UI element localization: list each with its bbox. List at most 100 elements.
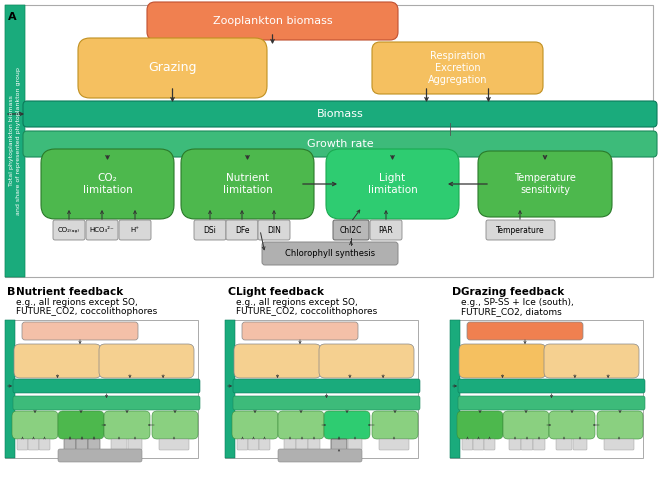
Text: PAR: PAR <box>379 225 393 235</box>
FancyBboxPatch shape <box>604 439 634 450</box>
Text: Grazing feedback: Grazing feedback <box>461 287 564 297</box>
FancyBboxPatch shape <box>278 411 324 439</box>
Text: e.g., all regions except SO,: e.g., all regions except SO, <box>16 298 138 307</box>
Text: e.g., SP-SS + Ice (south),: e.g., SP-SS + Ice (south), <box>461 298 574 307</box>
FancyBboxPatch shape <box>14 344 101 378</box>
Text: DIN: DIN <box>267 225 281 235</box>
FancyBboxPatch shape <box>232 411 278 439</box>
FancyBboxPatch shape <box>533 439 545 450</box>
FancyBboxPatch shape <box>457 411 503 439</box>
Text: FUTURE_CO2, coccolithophores: FUTURE_CO2, coccolithophores <box>236 307 377 316</box>
Text: Growth rate: Growth rate <box>306 139 373 149</box>
FancyBboxPatch shape <box>13 379 200 393</box>
FancyBboxPatch shape <box>333 220 369 240</box>
Text: D: D <box>452 287 461 297</box>
FancyBboxPatch shape <box>119 220 151 240</box>
Text: CO₂₍ₐᵩ₎: CO₂₍ₐᵩ₎ <box>58 227 80 233</box>
Text: Biomass: Biomass <box>316 109 363 119</box>
Text: Zooplankton biomass: Zooplankton biomass <box>213 16 332 26</box>
FancyBboxPatch shape <box>248 439 259 450</box>
Text: Chlorophyll synthesis: Chlorophyll synthesis <box>285 249 375 258</box>
FancyBboxPatch shape <box>486 220 555 240</box>
FancyBboxPatch shape <box>556 439 572 450</box>
Text: FUTURE_CO2, coccolithophores: FUTURE_CO2, coccolithophores <box>16 307 158 316</box>
FancyBboxPatch shape <box>159 439 189 450</box>
FancyBboxPatch shape <box>111 439 127 450</box>
FancyBboxPatch shape <box>473 439 484 450</box>
FancyBboxPatch shape <box>549 411 595 439</box>
Text: Nutrient feedback: Nutrient feedback <box>16 287 123 297</box>
FancyBboxPatch shape <box>233 379 420 393</box>
FancyBboxPatch shape <box>147 2 398 40</box>
FancyBboxPatch shape <box>181 149 314 219</box>
FancyBboxPatch shape <box>458 396 645 410</box>
FancyBboxPatch shape <box>348 439 362 450</box>
FancyBboxPatch shape <box>78 38 267 98</box>
Text: H⁺: H⁺ <box>130 227 140 233</box>
FancyBboxPatch shape <box>372 411 418 439</box>
Text: HCO₃²⁻: HCO₃²⁻ <box>90 227 115 233</box>
FancyBboxPatch shape <box>372 42 543 94</box>
Text: Total phytoplankton biomass
and share of represented phytoplankton group: Total phytoplankton biomass and share of… <box>9 67 20 215</box>
FancyBboxPatch shape <box>13 396 200 410</box>
FancyBboxPatch shape <box>23 101 657 127</box>
FancyBboxPatch shape <box>225 320 235 458</box>
FancyBboxPatch shape <box>41 149 174 219</box>
FancyBboxPatch shape <box>459 344 546 378</box>
FancyBboxPatch shape <box>17 439 28 450</box>
FancyBboxPatch shape <box>484 439 495 450</box>
FancyBboxPatch shape <box>308 439 320 450</box>
FancyBboxPatch shape <box>64 439 76 450</box>
Bar <box>450 320 643 458</box>
FancyBboxPatch shape <box>12 411 58 439</box>
FancyBboxPatch shape <box>478 151 612 217</box>
FancyBboxPatch shape <box>28 439 39 450</box>
FancyBboxPatch shape <box>597 411 643 439</box>
Text: B: B <box>7 287 15 297</box>
FancyBboxPatch shape <box>5 320 15 458</box>
Text: Light
limitation: Light limitation <box>368 173 417 195</box>
Bar <box>225 320 418 458</box>
FancyBboxPatch shape <box>58 449 142 462</box>
FancyBboxPatch shape <box>278 449 362 462</box>
FancyBboxPatch shape <box>324 411 370 439</box>
FancyBboxPatch shape <box>226 220 258 240</box>
FancyBboxPatch shape <box>258 220 290 240</box>
FancyBboxPatch shape <box>58 411 104 439</box>
Bar <box>5 320 198 458</box>
Text: Light feedback: Light feedback <box>236 287 324 297</box>
Text: Chl2C: Chl2C <box>340 225 362 235</box>
FancyBboxPatch shape <box>573 439 587 450</box>
Text: Temperature
sensitivity: Temperature sensitivity <box>514 173 576 195</box>
Text: e.g., all regions except SO,: e.g., all regions except SO, <box>236 298 358 307</box>
Text: C: C <box>227 287 235 297</box>
FancyBboxPatch shape <box>319 344 414 378</box>
Text: FUTURE_CO2, diatoms: FUTURE_CO2, diatoms <box>461 307 561 316</box>
Bar <box>5 5 653 277</box>
FancyBboxPatch shape <box>370 220 402 240</box>
FancyBboxPatch shape <box>128 439 142 450</box>
FancyBboxPatch shape <box>284 439 296 450</box>
Text: A: A <box>8 12 16 22</box>
FancyBboxPatch shape <box>99 344 194 378</box>
FancyBboxPatch shape <box>104 411 150 439</box>
FancyBboxPatch shape <box>296 439 308 450</box>
FancyBboxPatch shape <box>5 5 25 277</box>
FancyBboxPatch shape <box>262 242 398 265</box>
FancyBboxPatch shape <box>152 411 198 439</box>
Text: CO₂
limitation: CO₂ limitation <box>82 173 132 195</box>
FancyBboxPatch shape <box>503 411 549 439</box>
FancyBboxPatch shape <box>237 439 248 450</box>
Text: DSi: DSi <box>204 225 216 235</box>
FancyBboxPatch shape <box>242 322 358 340</box>
FancyBboxPatch shape <box>76 439 88 450</box>
FancyBboxPatch shape <box>39 439 50 450</box>
FancyBboxPatch shape <box>88 439 100 450</box>
FancyBboxPatch shape <box>233 396 420 410</box>
FancyBboxPatch shape <box>450 320 460 458</box>
FancyBboxPatch shape <box>521 439 533 450</box>
FancyBboxPatch shape <box>326 149 459 219</box>
FancyBboxPatch shape <box>458 379 645 393</box>
FancyBboxPatch shape <box>544 344 639 378</box>
FancyBboxPatch shape <box>234 344 321 378</box>
